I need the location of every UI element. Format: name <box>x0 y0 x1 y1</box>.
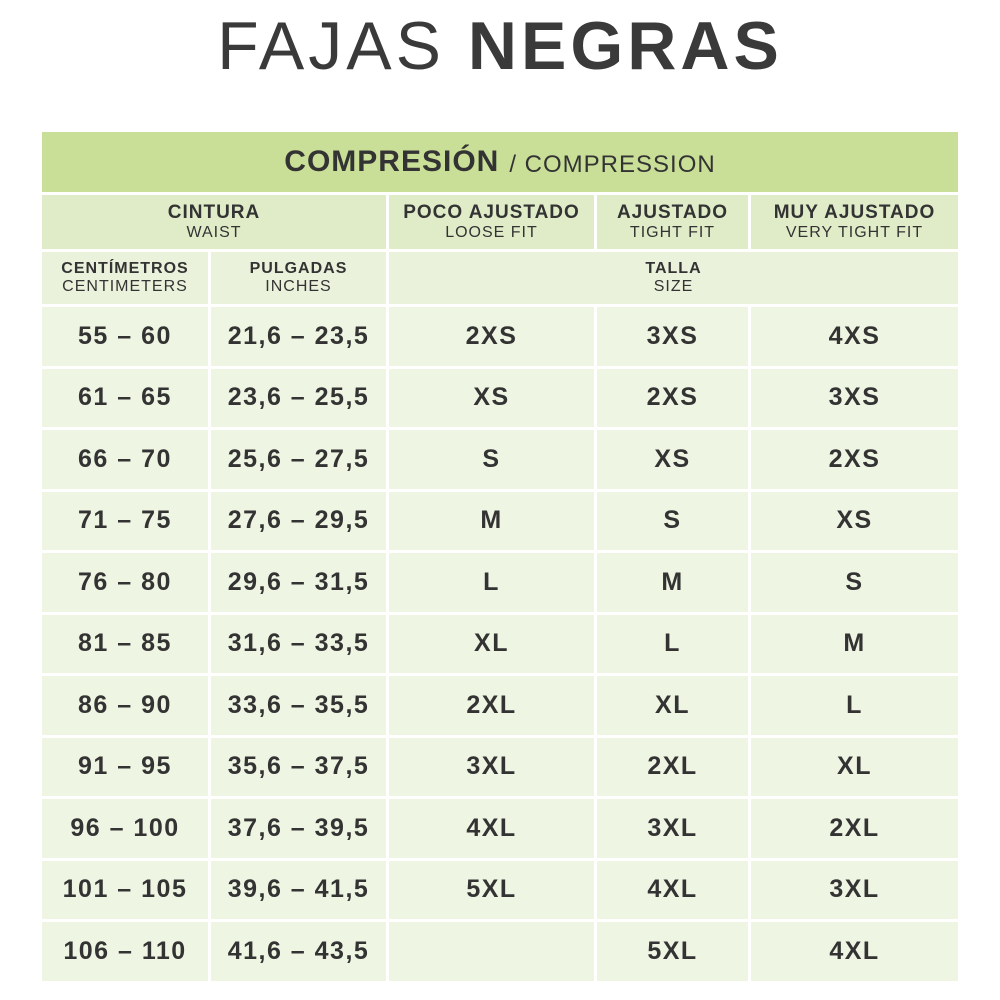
unit-label: CENTÍMETROS <box>61 260 189 277</box>
header-label: CINTURA <box>167 202 261 223</box>
unit-sub: SIZE <box>653 278 694 295</box>
table-cell: 2XS <box>389 307 594 366</box>
header-sub: VERY TIGHT FIT <box>785 224 924 241</box>
unit-label: TALLA <box>645 260 702 277</box>
column-header: AJUSTADO TIGHT FIT <box>597 195 748 249</box>
table-caption: COMPRESIÓN / COMPRESSION <box>42 132 958 192</box>
unit-label: PULGADAS <box>249 260 348 277</box>
unit-header: PULGADAS INCHES <box>211 252 386 304</box>
table-cell: S <box>389 430 594 489</box>
table-cell: 2XS <box>597 368 748 427</box>
table-cell: 66 – 70 <box>42 430 208 489</box>
table-cell: 81 – 85 <box>42 614 208 673</box>
table-cell: 55 – 60 <box>42 307 208 366</box>
table-cell: 3XS <box>597 307 748 366</box>
table-cell: S <box>597 491 748 550</box>
header-sub: LOOSE FIT <box>445 224 538 241</box>
table-cell: M <box>751 614 958 673</box>
table-cell: 3XL <box>389 737 594 796</box>
table-cell: 4XL <box>597 860 748 919</box>
column-header: CINTURA WAIST <box>42 195 386 249</box>
table-cell: 5XL <box>597 922 748 981</box>
table-cell: 35,6 – 37,5 <box>211 737 386 796</box>
table-cell: 106 – 110 <box>42 922 208 981</box>
table-cell: XS <box>389 368 594 427</box>
table-cell: 5XL <box>389 860 594 919</box>
table-cell: L <box>597 614 748 673</box>
table-cell: 2XL <box>389 676 594 735</box>
table-cell: 3XL <box>597 799 748 858</box>
table-cell: 3XL <box>751 860 958 919</box>
unit-header: CENTÍMETROS CENTIMETERS <box>42 252 208 304</box>
table-cell: S <box>751 553 958 612</box>
table-cell: 27,6 – 29,5 <box>211 491 386 550</box>
table-cell: 71 – 75 <box>42 491 208 550</box>
table-cell: M <box>597 553 748 612</box>
table-cell: 2XL <box>597 737 748 796</box>
table-cell: 23,6 – 25,5 <box>211 368 386 427</box>
table-cell: XL <box>597 676 748 735</box>
table-cell: 29,6 – 31,5 <box>211 553 386 612</box>
table-cell: 101 – 105 <box>42 860 208 919</box>
table-cell: 61 – 65 <box>42 368 208 427</box>
unit-sub: INCHES <box>265 278 332 295</box>
header-label: AJUSTADO <box>616 202 729 223</box>
table-cell: 3XS <box>751 368 958 427</box>
title-bold: NEGRAS <box>467 8 783 84</box>
table-cell: XL <box>751 737 958 796</box>
table-cell: XL <box>389 614 594 673</box>
table-cell: 4XS <box>751 307 958 366</box>
table-cell: 91 – 95 <box>42 737 208 796</box>
header-label: MUY AJUSTADO <box>773 202 936 223</box>
table-cell: L <box>751 676 958 735</box>
caption-sub: / COMPRESSION <box>509 151 716 178</box>
table-cell: 25,6 – 27,5 <box>211 430 386 489</box>
table-cell: 37,6 – 39,5 <box>211 799 386 858</box>
size-table: COMPRESIÓN / COMPRESSION CINTURA WAIST POC… <box>42 132 958 981</box>
unit-header: TALLA SIZE <box>389 252 958 304</box>
table-cell: M <box>389 491 594 550</box>
table-cell: 21,6 – 23,5 <box>211 307 386 366</box>
column-header: MUY AJUSTADO VERY TIGHT FIT <box>751 195 958 249</box>
table-cell: 33,6 – 35,5 <box>211 676 386 735</box>
caption-main: COMPRESIÓN <box>284 145 500 178</box>
unit-sub: CENTIMETERS <box>62 278 188 295</box>
header-label: POCO AJUSTADO <box>403 202 580 223</box>
table-cell: 96 – 100 <box>42 799 208 858</box>
table-cell <box>389 922 594 981</box>
column-header: POCO AJUSTADO LOOSE FIT <box>389 195 594 249</box>
page-title: FAJAS NEGRAS <box>0 0 1000 100</box>
table-cell: 39,6 – 41,5 <box>211 860 386 919</box>
table-cell: L <box>389 553 594 612</box>
table-cell: 2XS <box>751 430 958 489</box>
table-cell: 41,6 – 43,5 <box>211 922 386 981</box>
table-cell: 76 – 80 <box>42 553 208 612</box>
table-cell: 31,6 – 33,5 <box>211 614 386 673</box>
header-sub: TIGHT FIT <box>629 224 716 241</box>
table-cell: XS <box>751 491 958 550</box>
table-cell: 2XL <box>751 799 958 858</box>
header-sub: WAIST <box>186 224 242 241</box>
table-cell: 4XL <box>751 922 958 981</box>
table-cell: 86 – 90 <box>42 676 208 735</box>
title-light: FAJAS <box>217 8 445 84</box>
table-cell: 4XL <box>389 799 594 858</box>
table-cell: XS <box>597 430 748 489</box>
